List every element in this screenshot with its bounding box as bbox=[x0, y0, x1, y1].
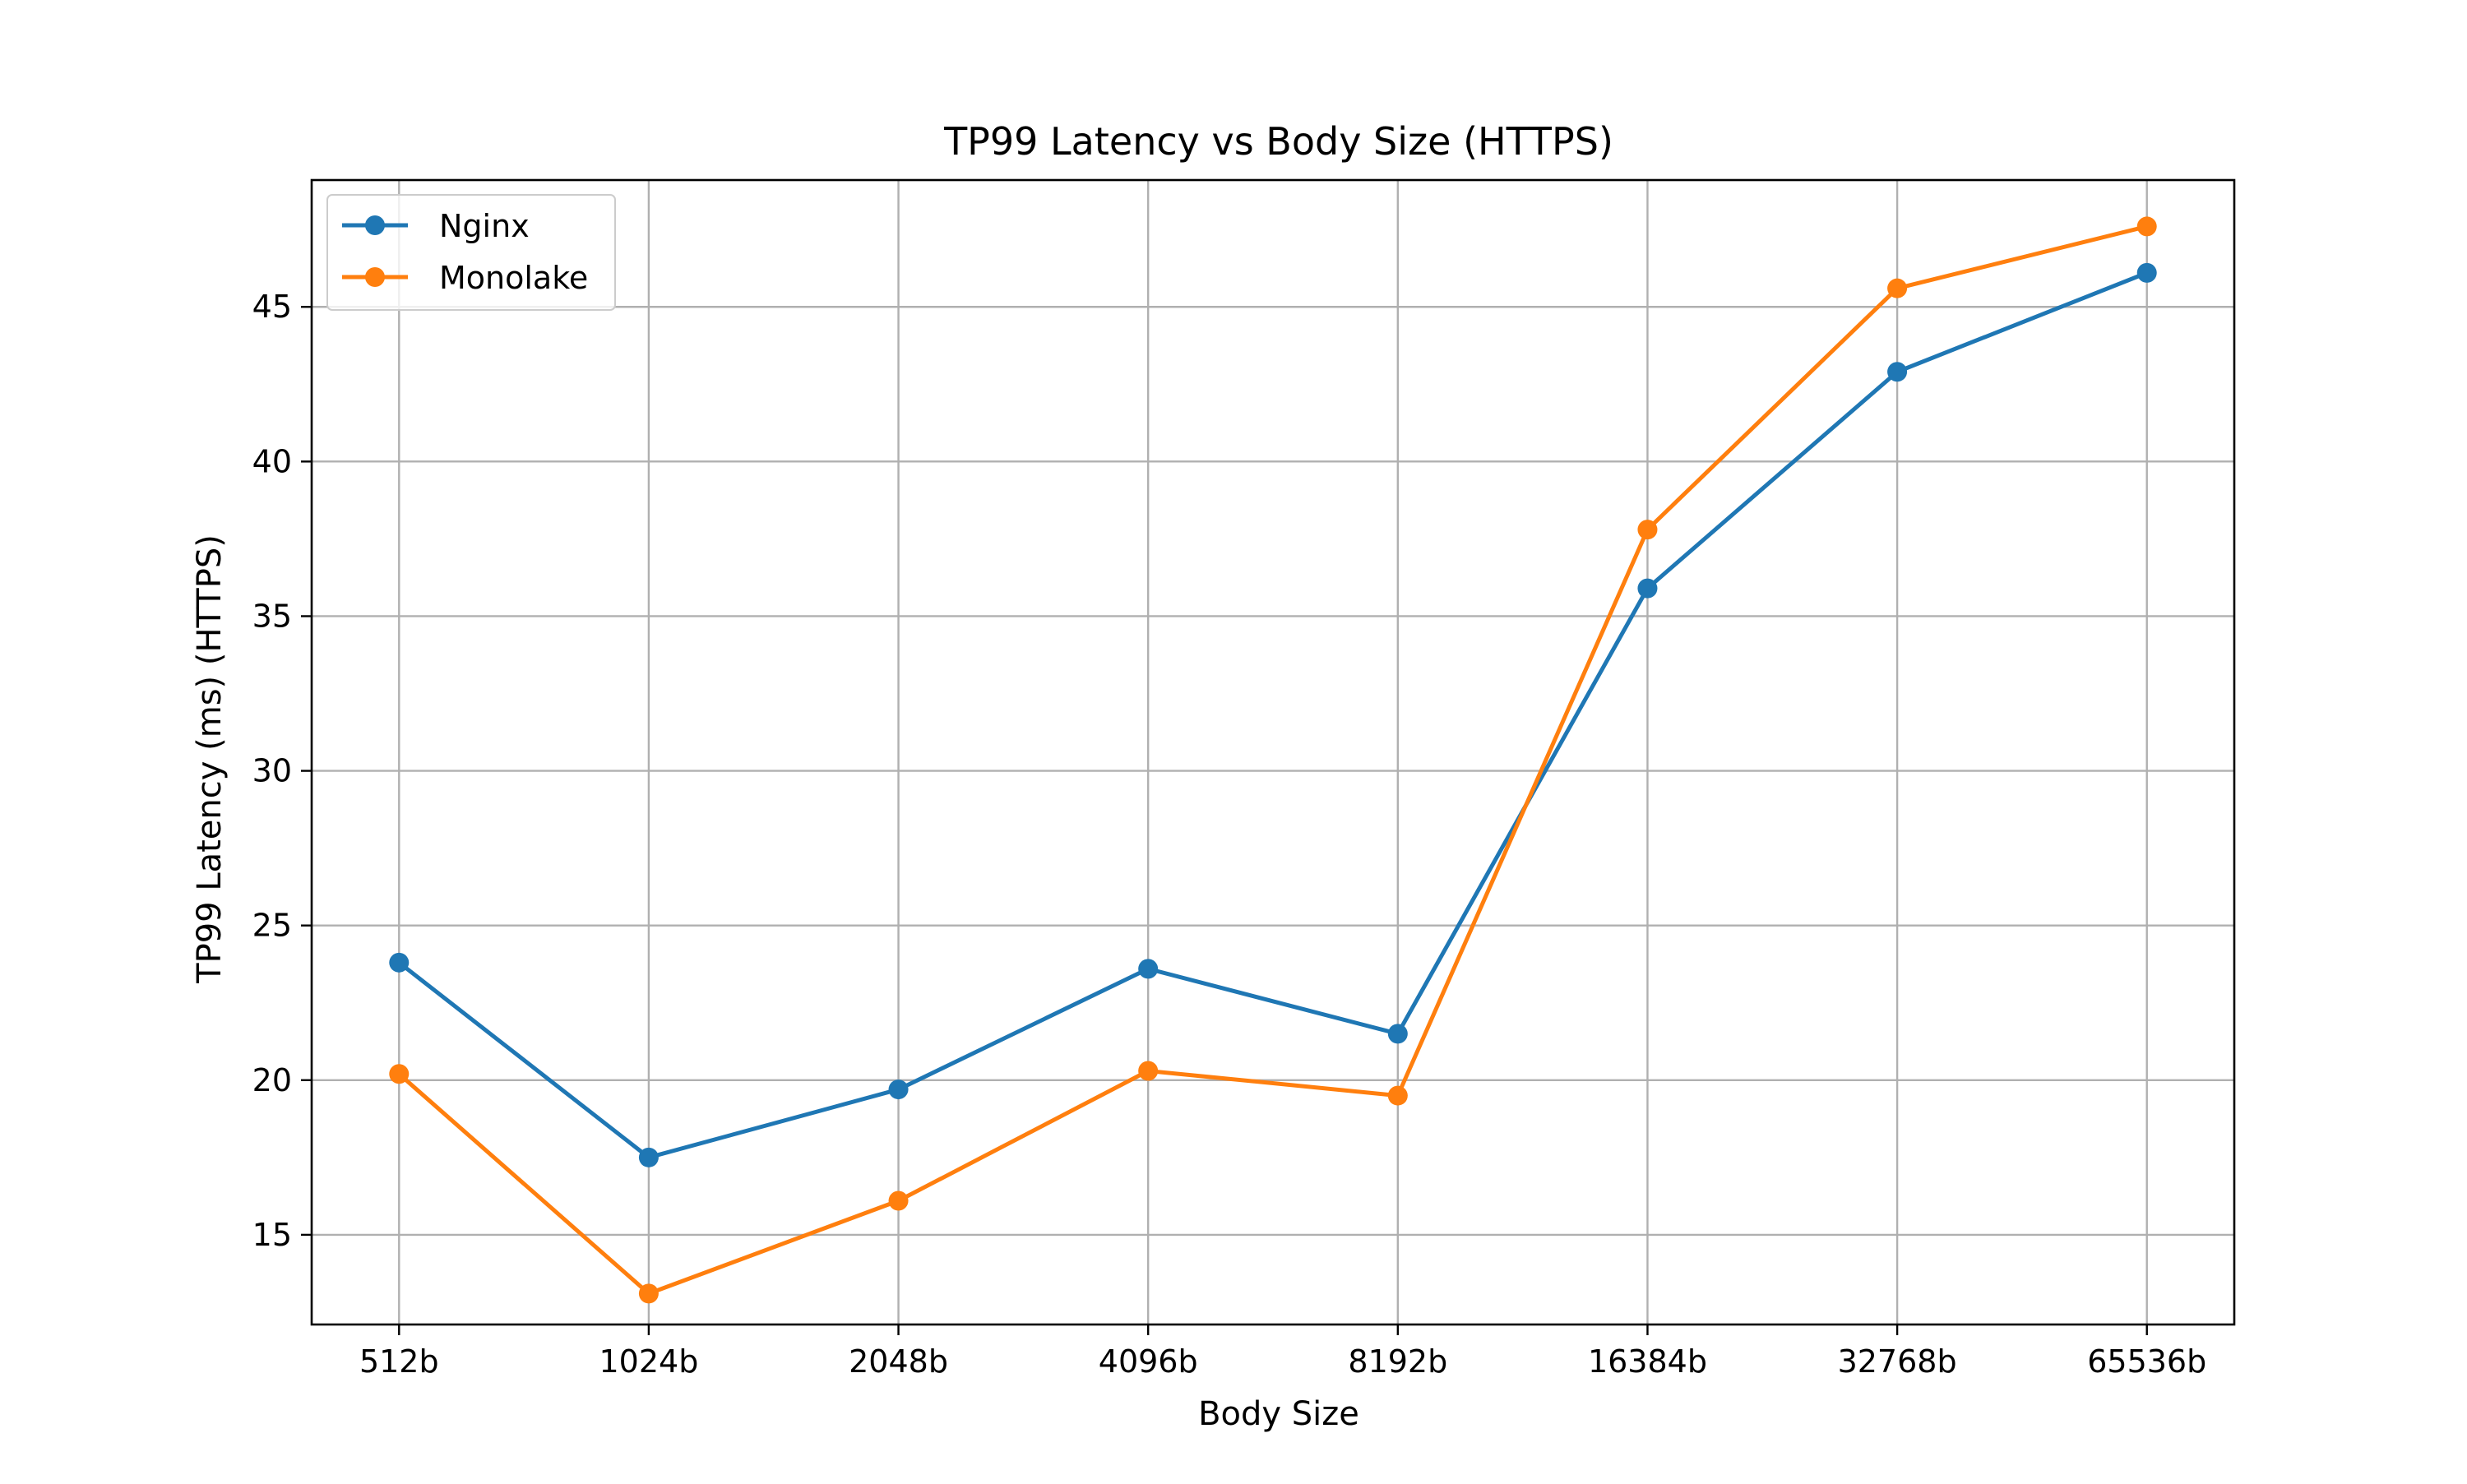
legend-label: Nginx bbox=[439, 208, 530, 244]
legend-item-monolake: Monolake bbox=[342, 260, 588, 296]
grid-lines bbox=[312, 180, 2234, 1325]
x-tick-label: 512b bbox=[359, 1343, 439, 1380]
data-point bbox=[638, 1147, 659, 1167]
x-tick-label: 8192b bbox=[1348, 1343, 1447, 1380]
series-lines bbox=[389, 216, 2157, 1304]
legend-marker bbox=[365, 267, 385, 287]
data-point bbox=[1637, 578, 1658, 599]
legend-label: Monolake bbox=[439, 260, 588, 296]
series-monolake bbox=[389, 216, 2157, 1304]
y-axis-label: TP99 Latency (ms) (HTTPS) bbox=[191, 534, 229, 984]
data-point bbox=[1637, 520, 1658, 540]
data-point bbox=[1387, 1085, 1408, 1106]
x-axis-ticks: 512b 1024b 2048b 4096b 8192b 16384b 32768b 6553… bbox=[359, 1325, 2206, 1380]
data-point bbox=[1138, 959, 1159, 979]
x-tick-label: 65536b bbox=[2087, 1343, 2206, 1380]
series-line bbox=[397, 270, 2148, 1160]
legend: Nginx Monolake bbox=[326, 194, 616, 311]
data-point bbox=[638, 1283, 659, 1304]
data-point bbox=[389, 952, 410, 973]
axes bbox=[310, 178, 2236, 1326]
series-nginx bbox=[389, 262, 2157, 1167]
x-tick-label: 4096b bbox=[1099, 1343, 1198, 1380]
data-point bbox=[389, 1064, 410, 1084]
y-tick-label: 25 bbox=[252, 908, 292, 944]
data-point bbox=[2136, 216, 2157, 237]
data-point bbox=[888, 1079, 909, 1100]
y-tick-label: 35 bbox=[252, 598, 292, 634]
y-tick-label: 45 bbox=[252, 289, 292, 325]
y-tick-label: 30 bbox=[252, 753, 292, 789]
x-tick-label: 32768b bbox=[1838, 1343, 1957, 1380]
x-tick-label: 16384b bbox=[1588, 1343, 1707, 1380]
x-tick-label: 1024b bbox=[599, 1343, 698, 1380]
data-point bbox=[1138, 1061, 1159, 1081]
data-point bbox=[1887, 362, 1908, 382]
chart-title: TP99 Latency vs Body Size (HTTPS) bbox=[943, 119, 1613, 164]
x-tick-label: 2048b bbox=[849, 1343, 948, 1380]
series-line bbox=[397, 224, 2148, 1296]
y-tick-label: 20 bbox=[252, 1062, 292, 1098]
data-point bbox=[1887, 278, 1908, 298]
data-point bbox=[2136, 262, 2157, 283]
data-point bbox=[888, 1190, 909, 1211]
y-tick-label: 40 bbox=[252, 443, 292, 479]
x-axis-label: Body Size bbox=[1198, 1395, 1359, 1433]
legend-marker bbox=[365, 215, 385, 235]
y-tick-label: 15 bbox=[252, 1217, 292, 1253]
data-point bbox=[1387, 1024, 1408, 1044]
legend-item-nginx: Nginx bbox=[342, 208, 530, 244]
y-axis-ticks: 15 20 25 30 35 40 45 bbox=[252, 289, 312, 1253]
plot-frame bbox=[310, 178, 2236, 1326]
